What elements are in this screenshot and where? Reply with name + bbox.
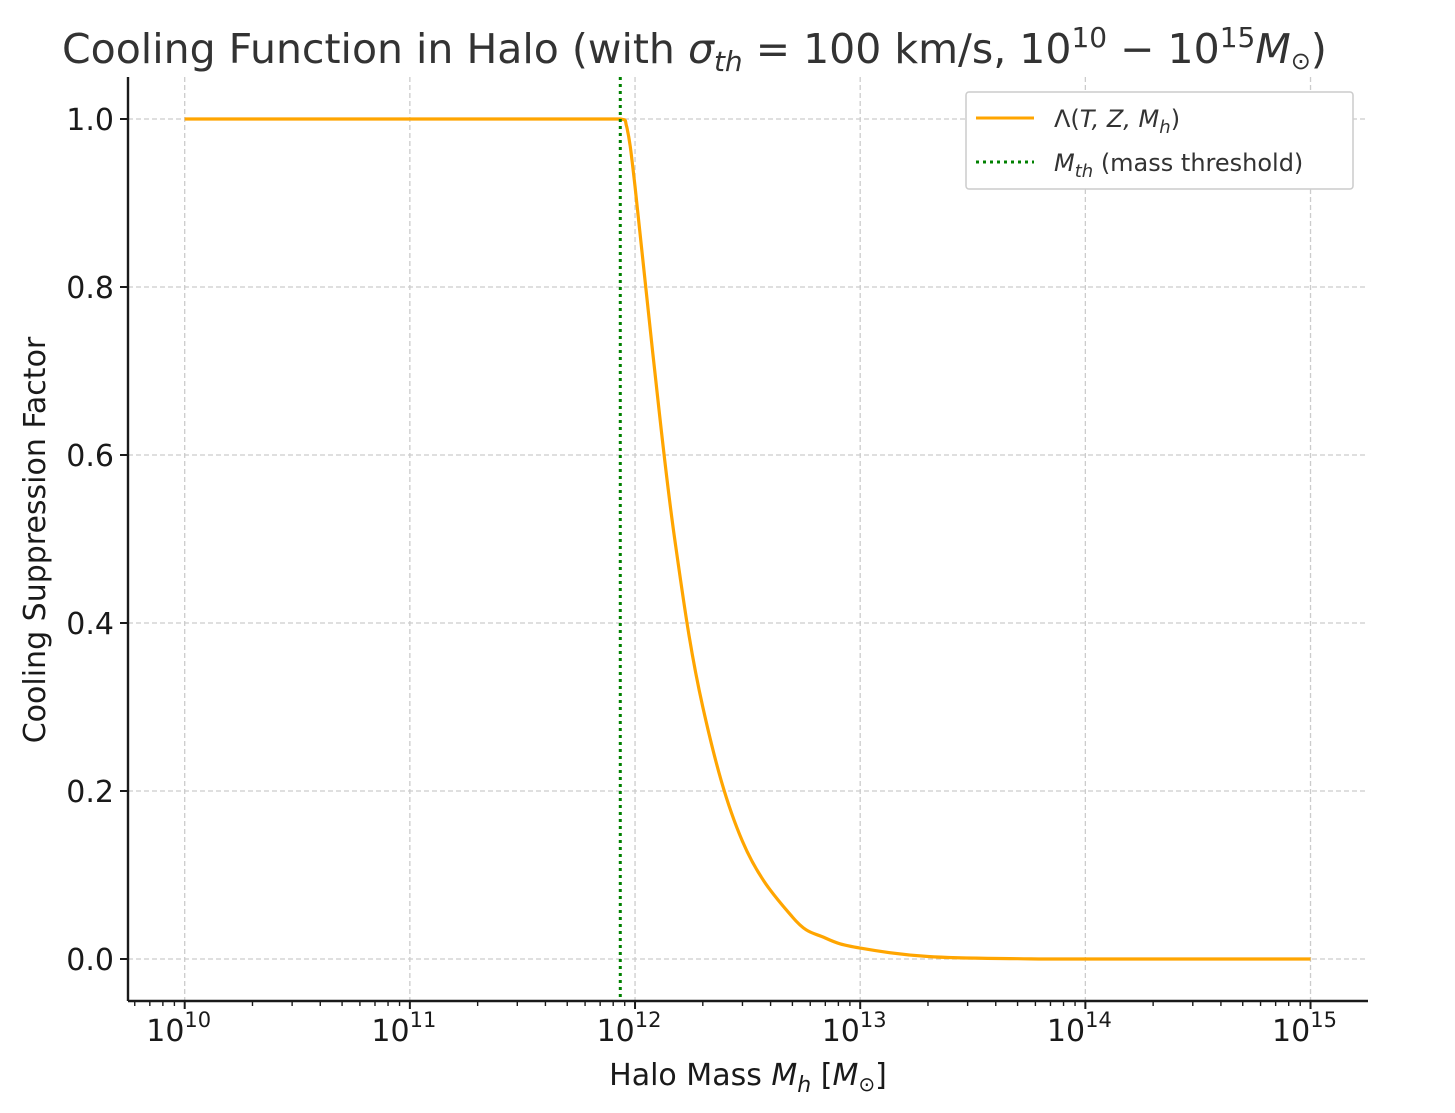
y-ticks: 0.0 0.2 0.4 0.6 0.8 1.0 [66,103,128,978]
x-tick-label: 1015 [1272,1008,1337,1049]
y-tick-label: 0.2 [66,775,114,810]
x-axis-label: Halo Mass Mh [M⊙] [609,1058,887,1098]
x-tick-label: 1011 [371,1008,436,1049]
y-tick-label: 1.0 [66,103,114,138]
legend-entry-lambda: Λ(T, Z, Mh) [1054,105,1180,138]
legend-box [965,91,1354,190]
x-tick-label: 1014 [1047,1008,1112,1049]
legend-entry-threshold: Mth (mass threshold) [1054,149,1303,182]
cooling-function-line [184,117,1311,961]
legend: Λ(T, Z, Mh) Mth (mass threshold) [965,91,1354,190]
chart-title: Cooling Function in Halo (with σth = 100… [62,21,1327,78]
x-tick-label: 1010 [146,1008,211,1049]
x-tick-label: 1013 [822,1008,887,1049]
x-tick-label: 1012 [597,1008,662,1049]
y-tick-label: 0.0 [66,943,114,978]
y-axis-label: Cooling Suppression Factor [18,336,53,743]
x-ticks: 1010 1011 1012 1013 1014 1015 [134,1001,1337,1049]
series-layer [184,77,1311,1001]
y-tick-label: 0.8 [66,271,114,306]
y-tick-label: 0.4 [66,607,114,642]
y-tick-label: 0.6 [66,439,114,474]
grid [128,77,1368,1001]
